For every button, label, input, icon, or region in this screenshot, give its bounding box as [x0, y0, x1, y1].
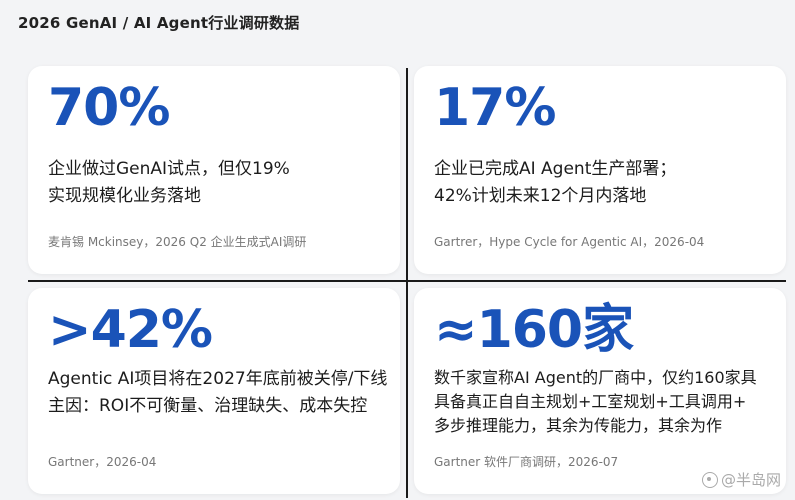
- stat-description: Agentic AI项目将在2027年底前被关停/下线 主因：ROI不可衡量、治…: [48, 366, 387, 420]
- stat-card-pilot: 70% 企业做过GenAI试点，但仅19% 实现规模化业务落地 麦肯锡 Mcki…: [28, 66, 400, 274]
- watermark-text: @半岛网: [720, 471, 781, 489]
- description-line: 42%计划未来12个月内落地: [434, 186, 647, 206]
- description-line: 主因：ROI不可衡量、治理缺失、成本失控: [48, 396, 368, 416]
- description-line: 企业已完成AI Agent生产部署；: [434, 159, 677, 179]
- horizontal-divider: [28, 280, 786, 282]
- description-line: 实现规模化业务落地: [48, 186, 201, 206]
- stat-card-vendors: ≈160家 数千家宣称AI Agent的厂商中，仅约160家具 具备真正自自主规…: [414, 288, 786, 494]
- stat-source: 麦肯锡 Mckinsey，2026 Q2 企业生成式AI调研: [48, 235, 307, 249]
- stat-description: 企业做过GenAI试点，但仅19% 实现规模化业务落地: [48, 156, 290, 210]
- page-title: 2026 GenAI / AI Agent行业调研数据: [18, 14, 300, 32]
- stat-value: >42%: [48, 300, 213, 360]
- vertical-divider: [406, 68, 408, 498]
- stat-value: 70%: [48, 78, 170, 138]
- stat-value: 17%: [434, 78, 556, 138]
- stat-value: ≈160家: [434, 300, 634, 360]
- stat-source: Gartrer，Hype Cycle for Agentic AI，2026-0…: [434, 235, 705, 249]
- stat-description: 数千家宣称AI Agent的厂商中，仅约160家具 具备真正自自主规划+工室规划…: [434, 366, 757, 438]
- at-icon: [701, 471, 718, 488]
- description-line: Agentic AI项目将在2027年底前被关停/下线: [48, 369, 388, 389]
- stat-source: Gartner 软件厂商调研，2026-07: [434, 455, 619, 469]
- watermark: @半岛网: [701, 469, 781, 490]
- description-line: 企业做过GenAI试点，但仅19%: [48, 159, 290, 179]
- description-line: 多步推理能力，其余为传能力，其余为作: [434, 416, 723, 435]
- stat-source: Gartner，2026-04: [48, 455, 157, 469]
- stat-description: 企业已完成AI Agent生产部署； 42%计划未来12个月内落地: [434, 156, 676, 210]
- stat-card-shutdown: >42% Agentic AI项目将在2027年底前被关停/下线 主因：ROI不…: [28, 288, 400, 494]
- stat-card-deployment: 17% 企业已完成AI Agent生产部署； 42%计划未来12个月内落地 Ga…: [414, 66, 786, 274]
- description-line: 具备真正自自主规划+工室规划+工具调用+: [434, 392, 747, 411]
- description-line: 数千家宣称AI Agent的厂商中，仅约160家具: [434, 368, 757, 387]
